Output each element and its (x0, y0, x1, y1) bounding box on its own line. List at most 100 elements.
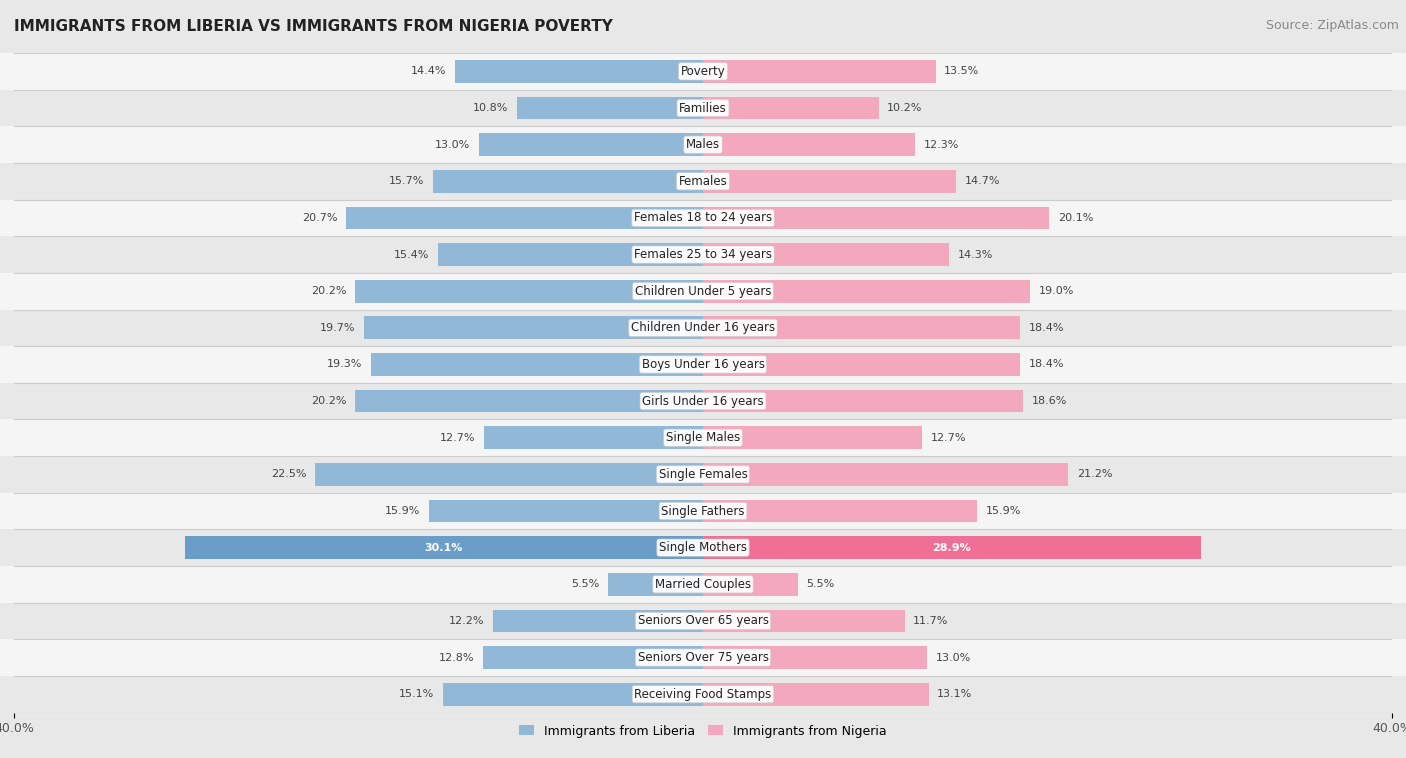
Text: Married Couples: Married Couples (655, 578, 751, 590)
Bar (0, 53, 1406, 89)
Text: Seniors Over 65 years: Seniors Over 65 years (637, 615, 769, 628)
Text: 15.4%: 15.4% (394, 249, 429, 259)
Text: Children Under 16 years: Children Under 16 years (631, 321, 775, 334)
Bar (0, 236, 1406, 273)
Bar (0, 419, 1406, 456)
Text: 19.3%: 19.3% (326, 359, 361, 369)
Text: Source: ZipAtlas.com: Source: ZipAtlas.com (1265, 19, 1399, 32)
Text: Single Females: Single Females (658, 468, 748, 481)
Text: 20.2%: 20.2% (311, 287, 346, 296)
Legend: Immigrants from Liberia, Immigrants from Nigeria: Immigrants from Liberia, Immigrants from… (515, 719, 891, 743)
Bar (479, 133, 703, 156)
Text: 5.5%: 5.5% (571, 579, 599, 589)
Bar (364, 317, 703, 339)
Text: Receiving Food Stamps: Receiving Food Stamps (634, 688, 772, 700)
Text: 10.2%: 10.2% (887, 103, 922, 113)
Bar (0, 603, 1406, 639)
Bar (482, 647, 703, 669)
Bar (703, 537, 1201, 559)
Bar (0, 89, 1406, 127)
Bar (0, 639, 1406, 676)
Bar (703, 170, 956, 193)
Bar (443, 683, 703, 706)
Bar (703, 207, 1049, 229)
Bar (703, 97, 879, 119)
Bar (703, 609, 904, 632)
Text: Families: Families (679, 102, 727, 114)
Text: Seniors Over 75 years: Seniors Over 75 years (637, 651, 769, 664)
Bar (703, 683, 928, 706)
Text: 18.4%: 18.4% (1029, 323, 1064, 333)
Text: 15.1%: 15.1% (399, 689, 434, 699)
Text: 22.5%: 22.5% (271, 469, 307, 479)
Text: 12.3%: 12.3% (924, 139, 959, 149)
Bar (184, 537, 703, 559)
Text: 20.2%: 20.2% (311, 396, 346, 406)
Bar (0, 676, 1406, 713)
Text: Females: Females (679, 175, 727, 188)
Bar (0, 383, 1406, 419)
Bar (494, 609, 703, 632)
Text: Single Mothers: Single Mothers (659, 541, 747, 554)
Text: 13.1%: 13.1% (938, 689, 973, 699)
Bar (484, 427, 703, 449)
Text: 18.4%: 18.4% (1029, 359, 1064, 369)
Text: 12.2%: 12.2% (449, 616, 484, 626)
Bar (371, 353, 703, 376)
Bar (609, 573, 703, 596)
Bar (0, 566, 1406, 603)
Text: 30.1%: 30.1% (425, 543, 463, 553)
Bar (0, 163, 1406, 199)
Bar (0, 456, 1406, 493)
Text: Females 18 to 24 years: Females 18 to 24 years (634, 211, 772, 224)
Bar (703, 573, 797, 596)
Text: 12.7%: 12.7% (440, 433, 475, 443)
Bar (356, 390, 703, 412)
Text: Girls Under 16 years: Girls Under 16 years (643, 395, 763, 408)
Text: Single Males: Single Males (666, 431, 740, 444)
Text: 19.0%: 19.0% (1039, 287, 1074, 296)
Bar (517, 97, 703, 119)
Bar (703, 133, 915, 156)
Text: IMMIGRANTS FROM LIBERIA VS IMMIGRANTS FROM NIGERIA POVERTY: IMMIGRANTS FROM LIBERIA VS IMMIGRANTS FR… (14, 19, 613, 34)
Text: 15.7%: 15.7% (388, 177, 425, 186)
Bar (0, 529, 1406, 566)
Bar (0, 199, 1406, 236)
Bar (703, 243, 949, 266)
Text: 12.7%: 12.7% (931, 433, 966, 443)
Text: Boys Under 16 years: Boys Under 16 years (641, 358, 765, 371)
Text: 18.6%: 18.6% (1032, 396, 1067, 406)
Text: 13.0%: 13.0% (436, 139, 471, 149)
Bar (703, 390, 1024, 412)
Bar (356, 280, 703, 302)
Bar (429, 500, 703, 522)
Bar (703, 353, 1019, 376)
Bar (0, 309, 1406, 346)
Text: 10.8%: 10.8% (472, 103, 509, 113)
Text: 12.8%: 12.8% (439, 653, 474, 662)
Bar (0, 493, 1406, 529)
Text: 14.7%: 14.7% (965, 177, 1000, 186)
Text: 15.9%: 15.9% (986, 506, 1021, 516)
Text: Males: Males (686, 138, 720, 151)
Bar (703, 647, 927, 669)
Bar (703, 317, 1019, 339)
Text: Single Fathers: Single Fathers (661, 505, 745, 518)
Text: Children Under 5 years: Children Under 5 years (634, 285, 772, 298)
Text: 21.2%: 21.2% (1077, 469, 1112, 479)
Text: 20.7%: 20.7% (302, 213, 337, 223)
Text: 14.4%: 14.4% (411, 67, 446, 77)
Text: 13.0%: 13.0% (935, 653, 970, 662)
Bar (703, 60, 935, 83)
Text: 20.1%: 20.1% (1057, 213, 1094, 223)
Text: 19.7%: 19.7% (319, 323, 356, 333)
Text: 11.7%: 11.7% (912, 616, 949, 626)
Bar (456, 60, 703, 83)
Text: 13.5%: 13.5% (945, 67, 980, 77)
Bar (0, 346, 1406, 383)
Text: Poverty: Poverty (681, 65, 725, 78)
Bar (437, 243, 703, 266)
Text: 14.3%: 14.3% (957, 249, 993, 259)
Bar (703, 280, 1031, 302)
Bar (346, 207, 703, 229)
